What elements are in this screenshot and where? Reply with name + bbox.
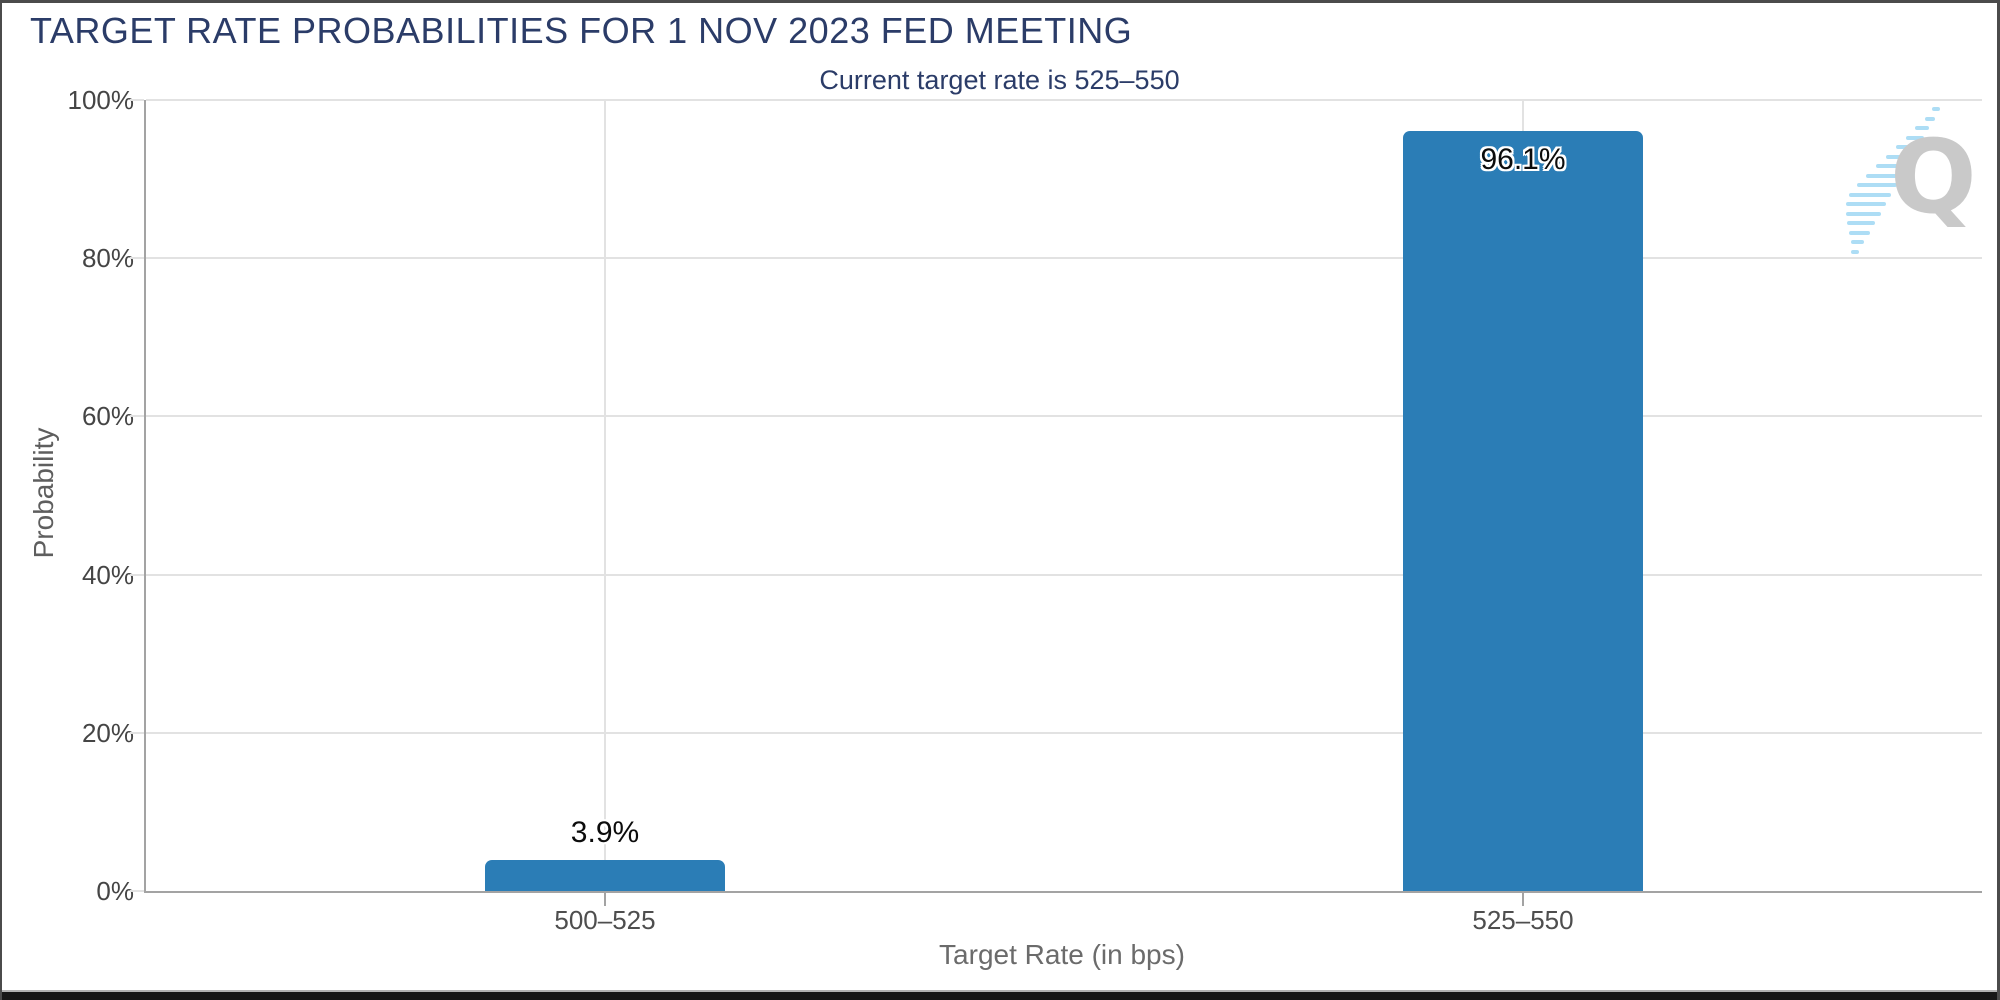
watermark-dash [1866, 173, 1903, 178]
y-tick-label: 0% [96, 876, 134, 906]
y-tick-mark [130, 731, 144, 734]
y-tick-mark [130, 257, 144, 260]
watermark-dash [1886, 154, 1913, 159]
watermark-dash [1845, 211, 1881, 216]
y-tick-mark [130, 573, 144, 576]
chart-title: TARGET RATE PROBABILITIES FOR 1 NOV 2023… [30, 10, 1133, 51]
watermark-dash [1851, 240, 1865, 244]
y-tick-label: 80% [81, 243, 134, 274]
chart-subtitle: Current target rate is 525–550 [819, 65, 1180, 95]
x-tick-mark [604, 893, 606, 906]
y-tick-label: 40% [81, 559, 134, 590]
y-tick-mark [130, 99, 144, 101]
watermark-dash [1851, 249, 1859, 254]
y-axis-title: Probability [28, 427, 59, 559]
bar-525–550 [1403, 130, 1643, 891]
x-tick-mark [1522, 893, 1524, 906]
x-axis-title: Target Rate (in bps) [939, 939, 1185, 970]
watermark-dash [1848, 230, 1870, 235]
y-tick-label: 60% [81, 401, 134, 432]
watermark-dash [1856, 183, 1897, 187]
y-tick-label: 100% [67, 85, 135, 115]
watermark-dash [1932, 107, 1940, 111]
y-tick-mark [130, 890, 144, 892]
window-bottom-edge [2, 990, 1997, 1000]
x-tick-label: 525–550 [1472, 905, 1574, 935]
bar-value-label: 96.1% [1480, 142, 1566, 176]
bar-500–525 [485, 860, 725, 891]
watermark-dash [1849, 192, 1892, 197]
bar-value-label: 3.9% [570, 816, 640, 850]
gridline-20 [146, 731, 1982, 734]
x-tick-label: 500–525 [554, 905, 656, 935]
watermark-dash [1905, 135, 1924, 140]
watermark-dash [1924, 116, 1935, 121]
gridline-60 [146, 415, 1982, 418]
watermark-dash [1847, 221, 1876, 225]
plot-area: 3.9% 500–525 96.1% 525–550 [144, 99, 1982, 935]
watermark-logo: Q [1842, 101, 1982, 271]
watermark-q-letter: Q [1890, 118, 1977, 237]
watermark-dash [1875, 164, 1908, 168]
watermark-dash [1896, 145, 1919, 149]
watermark-dash [1915, 126, 1930, 130]
gridline-100 [146, 99, 1982, 101]
gridline-40 [146, 573, 1982, 576]
category-gridline [604, 100, 606, 891]
y-tick-mark [130, 415, 144, 418]
y-tick-label: 20% [81, 717, 134, 748]
gridline-80 [146, 257, 1982, 260]
watermark-dash [1846, 202, 1886, 206]
